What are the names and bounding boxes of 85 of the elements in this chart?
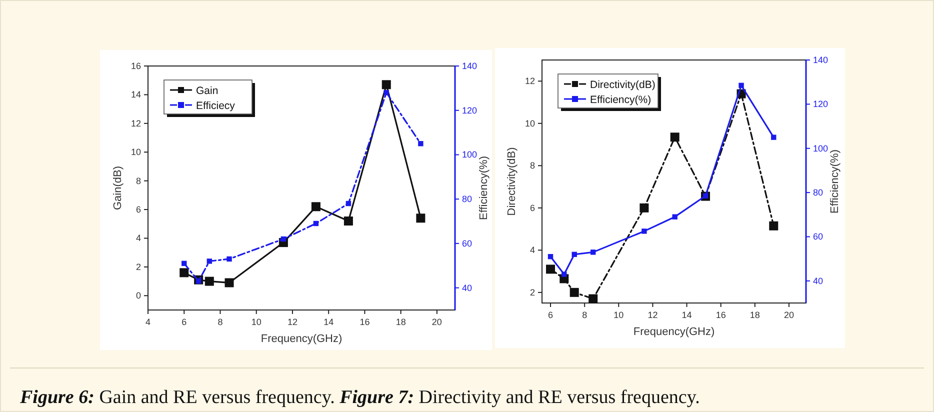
point bbox=[344, 216, 353, 226]
y2-tick-label: 100 bbox=[813, 143, 828, 154]
y-tick-label: 2 bbox=[530, 287, 535, 298]
y-tick-label: 12 bbox=[524, 76, 535, 86]
y-axis-title: Gain(dB) bbox=[112, 166, 124, 210]
y2-tick-label: 120 bbox=[813, 99, 828, 110]
y-tick-label: 8 bbox=[136, 176, 141, 186]
x-axis-title: Frequency(GHz) bbox=[633, 326, 715, 338]
point bbox=[346, 200, 352, 206]
point bbox=[640, 203, 649, 212]
y-tick-label: 8 bbox=[530, 160, 535, 171]
x-tick-label: 14 bbox=[682, 310, 692, 320]
y2-tick-label: 80 bbox=[813, 188, 824, 198]
y2-tick-label: 40 bbox=[462, 282, 472, 293]
point bbox=[572, 252, 577, 257]
point bbox=[672, 214, 678, 220]
point bbox=[226, 256, 232, 262]
y2-tick-label: 140 bbox=[462, 61, 478, 71]
x-tick-label: 6 bbox=[182, 317, 187, 327]
x-tick-label: 10 bbox=[614, 310, 624, 320]
point bbox=[546, 264, 556, 274]
x-axis-title: Frequency(GHz) bbox=[260, 333, 342, 345]
point bbox=[206, 258, 212, 264]
x-tick-label: 18 bbox=[750, 310, 760, 320]
y-tick-label: 0 bbox=[136, 290, 141, 301]
x-tick-label: 6 bbox=[548, 310, 554, 320]
x-tick-label: 16 bbox=[716, 310, 726, 320]
y-tick-label: 14 bbox=[130, 90, 141, 100]
point bbox=[570, 288, 579, 297]
point bbox=[204, 276, 214, 286]
y2-tick-label: 80 bbox=[462, 194, 472, 204]
x-tick-label: 16 bbox=[360, 317, 370, 327]
legend-label: Efficiency(%) bbox=[590, 94, 652, 106]
point bbox=[548, 254, 554, 260]
point bbox=[738, 82, 744, 88]
y2-axis-title: Efficiency(%) bbox=[478, 156, 490, 220]
y2-tick-label: 120 bbox=[462, 105, 478, 116]
point bbox=[280, 236, 286, 242]
point bbox=[313, 220, 319, 226]
y-tick-label: 4 bbox=[136, 233, 141, 244]
x-tick-label: 20 bbox=[784, 310, 794, 320]
x-tick-label: 8 bbox=[582, 310, 588, 320]
point bbox=[418, 141, 424, 146]
y2-tick-label: 60 bbox=[813, 232, 824, 242]
point bbox=[562, 272, 567, 277]
point bbox=[769, 221, 778, 230]
y-tick-label: 4 bbox=[530, 245, 535, 256]
point bbox=[416, 214, 426, 223]
y-axis-title: Directivity(dB) bbox=[506, 147, 518, 216]
point bbox=[311, 202, 320, 212]
x-tick-label: 8 bbox=[218, 317, 223, 327]
point bbox=[180, 268, 189, 278]
x-tick-label: 14 bbox=[324, 317, 334, 327]
point bbox=[224, 278, 234, 288]
point bbox=[382, 80, 391, 90]
y2-axis-title: Efficiency(%) bbox=[829, 150, 841, 214]
caption: Figure 6: Gain and RE versus frequency. bbox=[19, 387, 335, 408]
y-tick-label: 6 bbox=[136, 204, 141, 215]
point bbox=[771, 134, 776, 140]
y2-tick-label: 140 bbox=[813, 55, 828, 65]
x-tick-label: 12 bbox=[648, 310, 658, 320]
point bbox=[588, 294, 598, 304]
y-tick-label: 2 bbox=[136, 262, 141, 272]
point bbox=[642, 228, 647, 234]
legend-label: Directivity(dB) bbox=[590, 79, 656, 91]
x-tick-label: 4 bbox=[145, 317, 151, 327]
point bbox=[182, 260, 187, 266]
x-tick-label: 12 bbox=[287, 317, 298, 327]
caption: Figure 7: Directivity and RE versus frequency. bbox=[338, 387, 700, 408]
point bbox=[670, 132, 680, 142]
y-tick-label: 6 bbox=[530, 202, 535, 213]
y-tick-label: 10 bbox=[130, 147, 141, 158]
x-tick-label: 18 bbox=[396, 317, 406, 327]
y2-tick-label: 40 bbox=[813, 276, 824, 286]
x-tick-label: 10 bbox=[251, 317, 262, 327]
y-tick-label: 16 bbox=[130, 61, 141, 71]
legend-label: Gain bbox=[196, 85, 218, 97]
x-tick-label: 20 bbox=[432, 317, 442, 327]
y-tick-label: 12 bbox=[130, 118, 141, 128]
point bbox=[590, 250, 596, 255]
y-tick-label: 10 bbox=[524, 118, 535, 128]
y2-tick-label: 100 bbox=[462, 150, 478, 160]
legend-label: Efficiecy bbox=[196, 100, 236, 112]
y2-tick-label: 60 bbox=[462, 238, 472, 248]
point bbox=[384, 90, 389, 96]
